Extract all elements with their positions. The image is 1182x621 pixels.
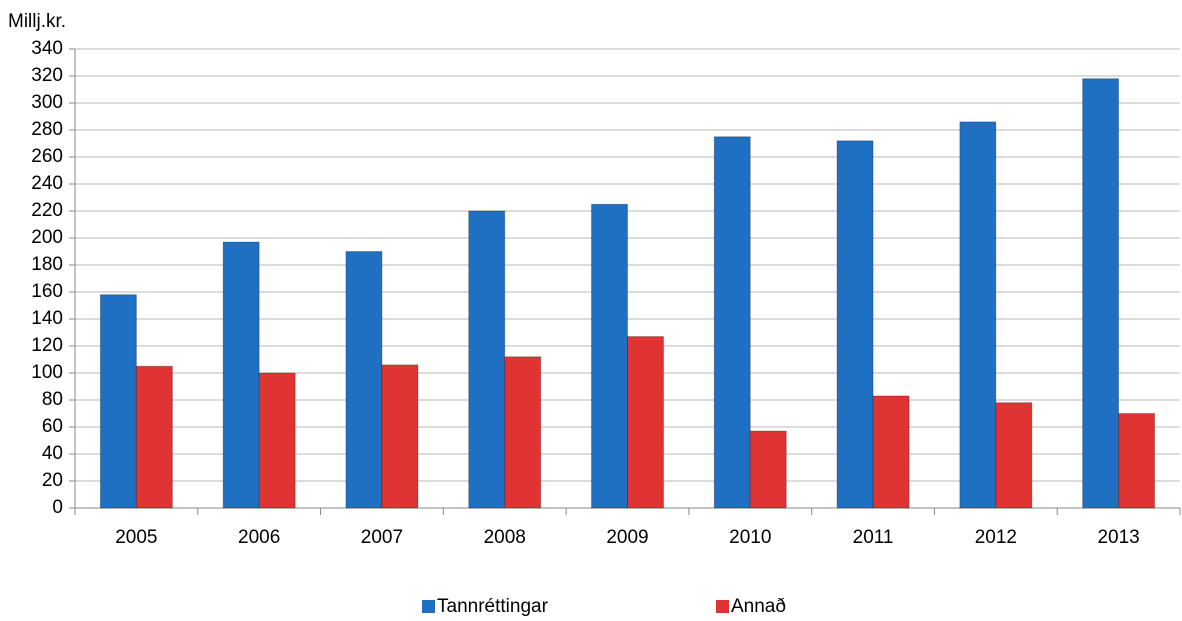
y-tick-label: 280 xyxy=(31,119,63,140)
y-tick-label: 320 xyxy=(31,65,63,86)
y-tick-label: 180 xyxy=(31,254,63,275)
y-tick-label: 0 xyxy=(52,497,63,518)
y-tick-label: 40 xyxy=(42,443,63,464)
bar xyxy=(99,294,137,509)
bar xyxy=(1082,78,1120,509)
y-tick-label: 160 xyxy=(31,281,63,302)
bar xyxy=(222,241,260,509)
x-tick-label: 2009 xyxy=(606,527,648,548)
legend-label: Annað xyxy=(731,596,786,617)
bar xyxy=(836,140,874,509)
legend-swatch xyxy=(716,600,729,613)
bar xyxy=(959,121,997,509)
bar xyxy=(627,336,664,509)
y-tick-label: 200 xyxy=(31,227,63,248)
x-tick-label: 2006 xyxy=(238,527,280,548)
y-tick-label: 100 xyxy=(31,362,63,383)
bar xyxy=(468,210,506,509)
bar xyxy=(591,203,628,509)
y-axis-title: Millj.kr. xyxy=(8,11,66,32)
y-tick-label: 140 xyxy=(31,308,63,329)
x-tick-label: 2011 xyxy=(853,527,894,548)
bar xyxy=(872,395,910,509)
x-tick-label: 2013 xyxy=(1097,527,1139,548)
y-tick-label: 20 xyxy=(42,470,63,491)
bar xyxy=(749,430,787,509)
legend-swatch xyxy=(422,600,435,613)
y-tick-label: 80 xyxy=(42,389,63,410)
bar xyxy=(381,364,419,509)
legend-label: Tannréttingar xyxy=(437,596,549,617)
bar xyxy=(995,402,1033,509)
y-tick-label: 240 xyxy=(31,173,63,194)
x-tick-label: 2012 xyxy=(975,527,1017,548)
y-tick-label: 220 xyxy=(31,200,63,221)
bar xyxy=(345,251,383,509)
bar xyxy=(713,136,751,509)
x-tick-label: 2005 xyxy=(115,527,157,548)
y-tick-label: 260 xyxy=(31,146,63,167)
y-tick-label: 300 xyxy=(31,92,63,113)
bar xyxy=(135,365,173,509)
bar xyxy=(258,372,296,509)
y-tick-label: 60 xyxy=(42,416,63,437)
x-tick-label: 2007 xyxy=(361,527,403,548)
bar xyxy=(504,356,542,509)
x-tick-label: 2010 xyxy=(729,527,771,548)
y-tick-label: 120 xyxy=(31,335,63,356)
bar xyxy=(1118,413,1156,509)
y-tick-label: 340 xyxy=(31,38,63,59)
x-tick-label: 2008 xyxy=(484,527,526,548)
